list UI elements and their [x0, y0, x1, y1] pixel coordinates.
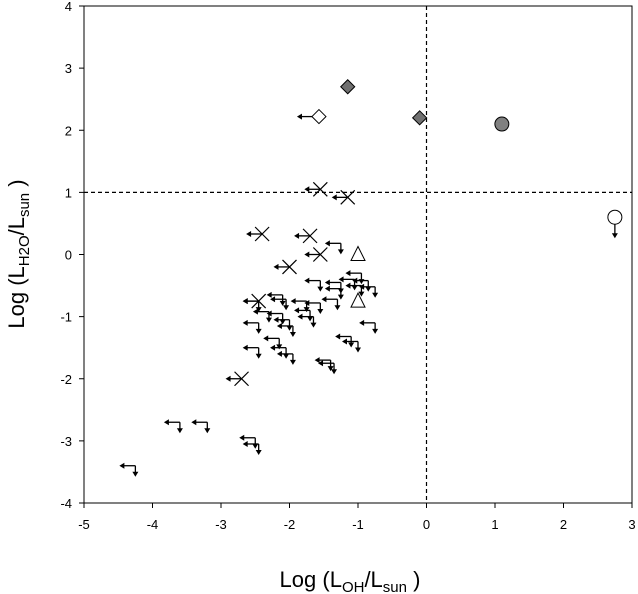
x-tick-label: -5 — [78, 517, 90, 532]
y-axis-title: Log (LH2O/Lsun ) — [4, 179, 33, 328]
data-point — [494, 116, 510, 132]
data-point — [246, 226, 270, 242]
x-tick-label: -1 — [352, 517, 364, 532]
y-tick-label: -3 — [60, 434, 72, 449]
data-point — [294, 228, 318, 244]
data-point — [304, 247, 328, 262]
y-tick-label: -2 — [60, 372, 72, 387]
y-tick-label: 0 — [65, 248, 72, 263]
data-point — [296, 108, 327, 125]
data-point — [350, 291, 366, 308]
data-point — [294, 307, 314, 322]
data-point — [242, 440, 262, 455]
data-point — [242, 344, 262, 359]
data-point — [318, 360, 338, 375]
y-tick-label: 1 — [65, 185, 72, 200]
axis-ticks — [79, 5, 633, 508]
data-point — [263, 335, 283, 350]
y-tick-label: -4 — [60, 496, 72, 511]
data-point — [340, 79, 356, 95]
reference-lines — [84, 6, 632, 503]
data-point — [270, 296, 290, 311]
x-tick-label: -3 — [215, 517, 227, 532]
y-tick-label: 4 — [65, 0, 72, 14]
data-point — [314, 357, 334, 372]
data-point — [607, 209, 623, 239]
data-point — [273, 259, 297, 275]
x-tick-label: 3 — [628, 517, 635, 532]
data-point — [225, 371, 249, 387]
x-tick-label: 2 — [560, 517, 567, 532]
data-point — [297, 313, 317, 328]
data-point — [304, 277, 324, 292]
data-markers — [119, 79, 623, 477]
data-point — [290, 298, 310, 313]
data-point — [324, 285, 344, 300]
data-point — [321, 296, 341, 311]
x-tick-label: -4 — [147, 517, 159, 532]
y-tick-label: 2 — [65, 123, 72, 138]
data-point — [242, 298, 262, 313]
x-tick-label: 0 — [423, 517, 430, 532]
data-point — [352, 277, 372, 292]
data-point — [345, 282, 365, 297]
x-tick-label: -2 — [284, 517, 296, 532]
data-point — [273, 316, 293, 331]
data-point — [350, 245, 366, 261]
data-point — [266, 310, 286, 325]
y-tick-label: -1 — [60, 310, 72, 325]
data-point — [242, 319, 262, 334]
data-point — [119, 462, 139, 477]
data-point — [411, 110, 428, 126]
data-point — [359, 319, 379, 334]
data-point — [191, 419, 211, 434]
data-point — [163, 419, 183, 434]
x-axis-title: Log (LOH/Lsun ) — [280, 567, 421, 594]
data-point — [331, 189, 356, 205]
data-point — [304, 181, 328, 197]
data-point — [304, 299, 324, 314]
data-point — [276, 322, 296, 337]
data-point — [342, 338, 361, 353]
x-tick-label: 1 — [491, 517, 498, 532]
y-tick-label: 3 — [65, 61, 72, 76]
data-point — [276, 350, 296, 365]
data-point — [324, 240, 344, 255]
tick-labels: -5 -4 -3 -2 -1 0 1 2 3 -4 -3 -2 -1 0 1 2 3 4 — [60, 0, 635, 532]
data-point — [239, 434, 259, 449]
data-point — [270, 344, 290, 359]
